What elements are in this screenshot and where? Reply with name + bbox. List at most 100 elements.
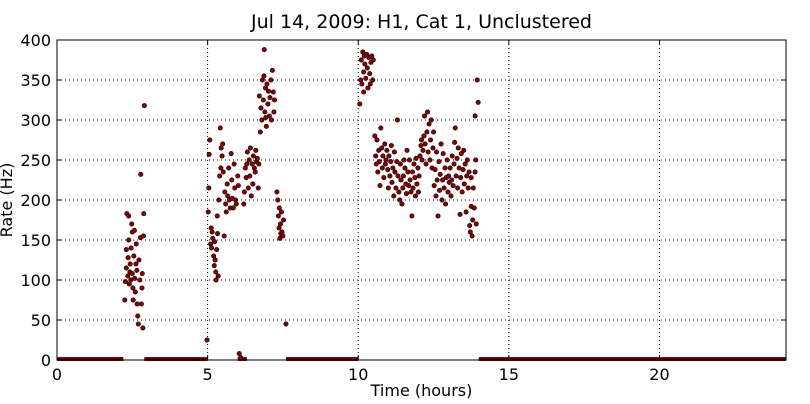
- data-point: [439, 197, 445, 203]
- data-point: [394, 159, 400, 165]
- data-point: [436, 159, 442, 165]
- data-point: [141, 103, 147, 109]
- data-point: [217, 125, 223, 131]
- data-point: [463, 209, 469, 215]
- data-point: [415, 165, 421, 171]
- data-point: [474, 77, 480, 83]
- data-point: [257, 129, 263, 135]
- data-point: [466, 169, 472, 175]
- data-point: [406, 183, 412, 189]
- data-point: [373, 153, 379, 159]
- data-point: [404, 147, 410, 153]
- data-point: [226, 165, 232, 171]
- data-point: [387, 173, 393, 179]
- data-point: [137, 277, 143, 283]
- data-point: [434, 149, 440, 155]
- data-point: [267, 95, 273, 101]
- data-point: [130, 285, 136, 291]
- data-point: [271, 109, 277, 115]
- data-point: [388, 143, 394, 149]
- points-layer: [57, 47, 786, 361]
- data-point: [385, 185, 391, 191]
- data-point: [128, 245, 134, 251]
- data-point: [140, 325, 146, 331]
- data-point: [278, 221, 284, 227]
- data-point: [393, 185, 399, 191]
- data-point: [473, 157, 479, 163]
- data-point: [247, 145, 253, 151]
- data-point: [275, 213, 281, 219]
- data-point: [134, 267, 140, 273]
- data-point: [250, 153, 256, 159]
- data-point: [420, 147, 426, 153]
- data-point: [129, 221, 135, 227]
- data-point: [391, 193, 397, 199]
- data-point: [209, 229, 215, 235]
- y-tick-label: 50: [31, 311, 51, 330]
- data-point: [263, 123, 269, 129]
- data-point: [213, 277, 219, 283]
- data-point: [256, 161, 262, 167]
- data-point: [425, 109, 431, 115]
- data-point: [133, 241, 139, 247]
- data-point: [394, 117, 400, 123]
- data-point: [412, 175, 418, 181]
- data-point: [251, 165, 257, 171]
- data-point: [269, 67, 275, 73]
- data-point: [208, 241, 214, 247]
- data-point: [405, 169, 411, 175]
- data-point: [268, 117, 274, 123]
- data-point: [230, 205, 236, 211]
- data-point: [275, 197, 281, 203]
- data-point: [441, 185, 447, 191]
- data-point: [375, 169, 381, 175]
- data-point: [406, 157, 412, 163]
- data-point: [253, 147, 259, 153]
- data-point: [276, 205, 282, 211]
- data-point: [410, 185, 416, 191]
- data-point: [401, 157, 407, 163]
- data-point: [433, 193, 439, 199]
- data-point: [133, 261, 139, 267]
- data-point: [419, 157, 425, 163]
- data-point: [431, 183, 437, 189]
- data-point: [381, 175, 387, 181]
- data-point: [281, 217, 287, 223]
- data-point: [220, 141, 226, 147]
- data-point: [470, 185, 476, 191]
- data-point: [211, 263, 217, 269]
- data-point: [396, 189, 402, 195]
- data-point: [231, 161, 237, 167]
- data-point: [254, 155, 260, 161]
- data-point: [221, 233, 227, 239]
- data-point: [207, 137, 213, 143]
- data-point: [125, 273, 131, 279]
- data-point: [397, 197, 403, 203]
- data-point: [215, 273, 221, 279]
- data-point: [411, 161, 417, 167]
- data-point: [390, 165, 396, 171]
- data-point: [122, 297, 128, 303]
- grid-layer: [57, 40, 786, 360]
- data-point: [135, 321, 141, 327]
- data-point: [389, 179, 395, 185]
- data-point: [123, 265, 129, 271]
- data-point: [446, 173, 452, 179]
- data-point: [437, 187, 443, 193]
- data-point: [457, 211, 463, 217]
- data-point: [426, 121, 432, 127]
- data-point: [283, 321, 289, 327]
- data-point: [126, 237, 132, 243]
- data-point: [223, 209, 229, 215]
- data-point: [372, 133, 378, 139]
- data-point: [452, 139, 458, 145]
- data-point: [402, 165, 408, 171]
- data-point: [255, 185, 261, 191]
- data-point: [204, 337, 210, 343]
- data-point: [464, 157, 470, 163]
- data-point: [462, 161, 468, 167]
- data-point: [213, 269, 219, 275]
- data-point: [123, 247, 129, 253]
- data-point: [364, 65, 370, 71]
